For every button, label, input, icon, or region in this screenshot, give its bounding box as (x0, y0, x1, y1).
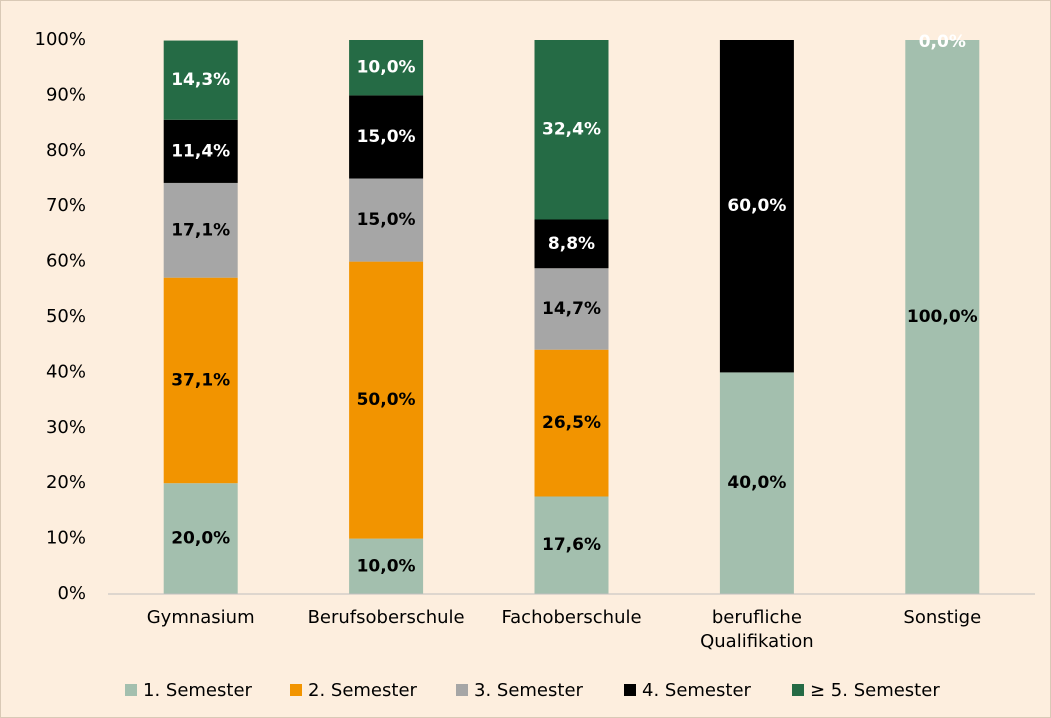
legend-label: 1. Semester (143, 680, 253, 701)
x-tick-label: Berufsoberschule (308, 607, 465, 628)
value-label: 17,6% (542, 535, 601, 555)
y-tick-label: 90% (46, 84, 86, 105)
legend-label: 4. Semester (642, 680, 752, 701)
x-tick-label: Fachoberschule (501, 607, 641, 628)
bar-segment (719, 40, 794, 373)
value-label: 10,0% (357, 556, 416, 576)
value-label: 40,0% (727, 473, 786, 493)
bar-segment (905, 40, 980, 594)
bar-segment (534, 349, 609, 497)
y-tick-label: 60% (46, 251, 86, 272)
legend-swatch (624, 684, 636, 696)
legend-swatch (792, 684, 804, 696)
value-label: 37,1% (171, 370, 230, 390)
y-tick-label: 20% (46, 472, 86, 493)
bar-segment (349, 538, 424, 594)
legend-swatch (456, 684, 468, 696)
value-label: 8,8% (548, 234, 595, 254)
y-tick-label: 40% (46, 361, 86, 382)
value-label: 0,0% (919, 32, 966, 52)
bar-segment (534, 496, 609, 594)
y-tick-label: 100% (35, 29, 86, 50)
value-label: 14,3% (171, 70, 230, 90)
value-label: 11,4% (171, 141, 230, 161)
bar-segment (534, 268, 609, 350)
value-label: 100,0% (907, 307, 978, 327)
value-label: 14,7% (542, 299, 601, 319)
legend-label: 3. Semester (474, 680, 584, 701)
y-tick-label: 80% (46, 140, 86, 161)
bar-segment (349, 261, 424, 539)
bar-segment (163, 277, 238, 484)
value-label: 15,0% (357, 127, 416, 147)
value-label: 15,0% (357, 210, 416, 230)
value-label: 10,0% (357, 58, 416, 78)
bar-segment (534, 40, 609, 220)
y-tick-label: 70% (46, 195, 86, 216)
value-label: 32,4% (542, 120, 601, 140)
bar-segment (163, 119, 238, 183)
value-label: 26,5% (542, 413, 601, 433)
legend-label: 2. Semester (308, 680, 418, 701)
legend-label: ≥ 5. Semester (810, 680, 940, 701)
bar-segment (534, 219, 609, 269)
value-label: 60,0% (727, 196, 786, 216)
y-tick-label: 0% (57, 583, 86, 604)
bar-segment (349, 95, 424, 179)
value-label: 20,0% (171, 529, 230, 549)
value-label: 17,1% (171, 220, 230, 240)
y-tick-label: 30% (46, 417, 86, 438)
bar-segment (163, 40, 238, 120)
x-tick-label: berufliche Qualifikation (700, 607, 814, 652)
legend-swatch (125, 684, 137, 696)
y-tick-label: 10% (46, 528, 86, 549)
bar-segment (163, 182, 238, 278)
x-tick-label: Gymnasium (147, 607, 255, 628)
value-label: 50,0% (357, 390, 416, 410)
bar-segment (349, 178, 424, 262)
bar-segment (163, 483, 238, 594)
bar-segment (349, 40, 424, 96)
legend-swatch (290, 684, 302, 696)
y-tick-label: 50% (46, 306, 86, 327)
bar-segment (719, 372, 794, 594)
x-tick-label: Sonstige (903, 607, 981, 628)
